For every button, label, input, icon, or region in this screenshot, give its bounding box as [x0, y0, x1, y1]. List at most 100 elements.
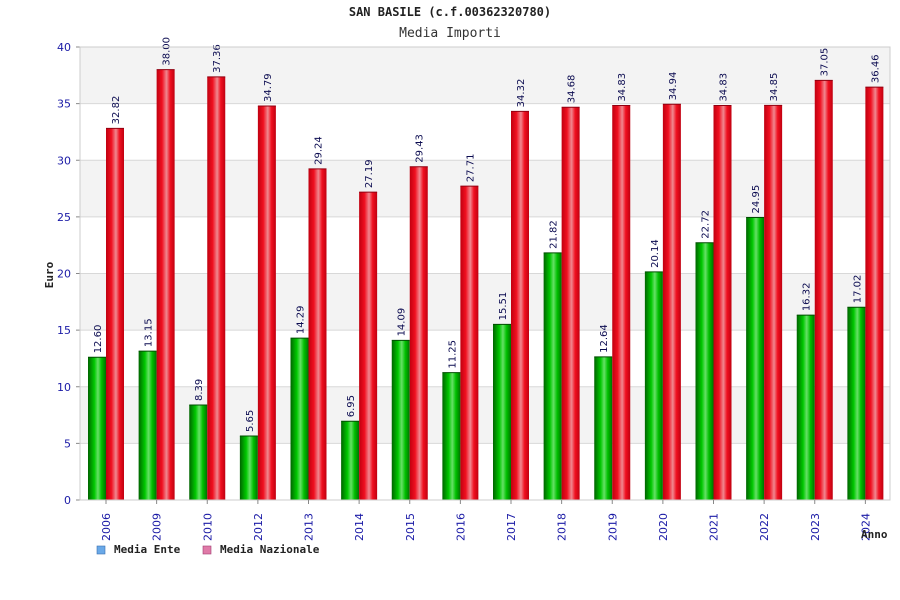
bar-media-ente-2012: [239, 436, 258, 500]
y-tick-label: 35: [57, 98, 71, 111]
bar-media-ente-2013: [290, 338, 309, 500]
value-label-media-nazionale-2013: 29.24: [314, 136, 325, 165]
value-label-media-ente-2018: 21.82: [549, 220, 560, 249]
bar-media-ente-2021: [695, 242, 714, 501]
x-tick-label-2017: 2017: [505, 513, 518, 541]
value-label-media-ente-2021: 22.72: [701, 210, 712, 239]
value-label-media-ente-2015: 14.09: [397, 308, 408, 337]
bar-media-ente-2016: [442, 372, 461, 500]
bar-media-nazionale-2023: [814, 80, 833, 500]
bar-media-ente-2023: [796, 315, 815, 500]
value-label-media-nazionale-2016: 27.71: [465, 154, 476, 183]
bar-media-ente-2022: [746, 217, 765, 500]
x-tick-label-2020: 2020: [657, 513, 670, 541]
value-label-media-nazionale-2015: 29.43: [415, 134, 426, 163]
value-label-media-ente-2014: 6.95: [346, 395, 357, 417]
chart-title: SAN BASILE (c.f.00362320780): [349, 5, 551, 19]
bar-media-nazionale-2014: [359, 192, 378, 501]
x-tick-label-2024: 2024: [859, 513, 872, 541]
bar-media-nazionale-2021: [713, 105, 732, 501]
value-label-media-ente-2013: 14.29: [296, 306, 307, 335]
value-label-media-ente-2016: 11.25: [447, 340, 458, 369]
x-tick-label-2009: 2009: [151, 513, 164, 541]
bar-media-nazionale-2024: [865, 87, 884, 500]
value-label-media-nazionale-2014: 27.19: [364, 159, 375, 188]
bar-media-nazionale-2022: [764, 105, 783, 500]
legend-label-media-ente: Media Ente: [114, 543, 181, 556]
value-label-media-ente-2020: 20.14: [650, 239, 661, 268]
value-label-media-nazionale-2006: 32.82: [111, 96, 122, 125]
value-label-media-nazionale-2018: 34.68: [567, 75, 578, 104]
y-tick-label: 10: [57, 381, 71, 394]
y-tick-label: 20: [57, 268, 71, 281]
bar-media-nazionale-2019: [612, 105, 631, 501]
x-tick-label-2010: 2010: [201, 513, 214, 541]
x-tick-label-2015: 2015: [404, 513, 417, 541]
value-label-media-ente-2006: 12.60: [93, 325, 104, 354]
x-tick-label-2012: 2012: [252, 513, 265, 541]
bar-media-ente-2018: [543, 252, 562, 500]
value-label-media-nazionale-2019: 34.83: [617, 73, 628, 102]
x-tick-label-2018: 2018: [556, 513, 569, 541]
bar-media-nazionale-2018: [561, 107, 580, 501]
plot-border: [79, 46, 891, 501]
bar-media-ente-2015: [391, 340, 410, 500]
value-label-media-nazionale-2009: 38.00: [162, 37, 173, 66]
value-label-media-ente-2024: 17.02: [852, 275, 863, 304]
value-label-media-ente-2023: 16.32: [802, 283, 813, 312]
bar-media-nazionale-2012: [257, 106, 276, 501]
bar-media-ente-2014: [341, 421, 360, 500]
y-tick-label: 15: [57, 324, 71, 337]
x-tick-label-2023: 2023: [809, 513, 822, 541]
value-label-media-nazionale-2024: 36.46: [870, 54, 881, 83]
x-tick-label-2021: 2021: [708, 513, 721, 541]
bars: [88, 69, 884, 501]
y-tick-label: 0: [64, 494, 71, 507]
x-tick-label-2016: 2016: [454, 513, 467, 541]
legend: Media Ente Media Nazionale: [96, 543, 320, 556]
x-tick-label-2013: 2013: [303, 513, 316, 541]
bar-media-nazionale-2016: [460, 186, 479, 500]
bar-media-ente-2017: [493, 324, 511, 500]
value-label-media-nazionale-2010: 37.36: [212, 44, 223, 73]
bar-media-ente-2020: [644, 271, 663, 500]
value-label-media-ente-2012: 5.65: [245, 410, 256, 432]
legend-swatch-media-ente: [96, 545, 106, 555]
value-label-media-ente-2009: 13.15: [144, 318, 155, 347]
bar-media-nazionale-2006: [106, 128, 124, 500]
bar-media-nazionale-2013: [308, 168, 327, 500]
bar-media-ente-2019: [594, 356, 613, 500]
legend-label-media-nazionale: Media Nazionale: [220, 543, 320, 556]
value-label-media-nazionale-2020: 34.94: [668, 72, 679, 101]
bar-media-nazionale-2017: [511, 111, 529, 501]
x-tick-label-2006: 2006: [100, 513, 113, 541]
value-label-media-ente-2019: 12.64: [599, 324, 610, 353]
chart-subtitle: Media Importi: [399, 26, 501, 41]
x-tick-label-2022: 2022: [758, 513, 771, 541]
y-tick-label: 25: [57, 211, 71, 224]
value-label-media-ente-2022: 24.95: [751, 185, 762, 214]
bar-media-nazionale-2009: [156, 69, 175, 501]
y-tick-label: 30: [57, 154, 71, 167]
value-label-media-nazionale-2022: 34.85: [769, 73, 780, 102]
x-tick-label-2019: 2019: [606, 513, 619, 541]
value-label-media-nazionale-2017: 34.32: [516, 79, 527, 108]
x-tick-label-2014: 2014: [353, 513, 366, 541]
value-label-media-nazionale-2021: 34.83: [719, 73, 730, 102]
value-label-media-ente-2010: 8.39: [194, 379, 205, 401]
value-label-media-ente-2017: 15.51: [498, 292, 509, 321]
axes: 0 5 10 15 20 25 30 35 40 2006 2009 2010 2012 2013 2014…: [57, 41, 891, 541]
bar-media-ente-2010: [189, 404, 208, 500]
value-label-media-nazionale-2012: 34.79: [263, 73, 274, 102]
value-labels: 12.60 32.82 13.15 38.00 8.39 37.36 5.65 34.79 14…: [93, 37, 881, 432]
bar-media-ente-2009: [138, 351, 157, 500]
bar-media-nazionale-2015: [409, 166, 428, 500]
bar-media-ente-2006: [88, 357, 106, 500]
bar-media-ente-2024: [847, 307, 866, 500]
y-tick-label: 40: [57, 41, 71, 54]
bar-media-nazionale-2020: [662, 104, 681, 500]
value-label-media-nazionale-2023: 37.05: [820, 48, 831, 77]
legend-swatch-media-nazionale: [202, 545, 212, 555]
